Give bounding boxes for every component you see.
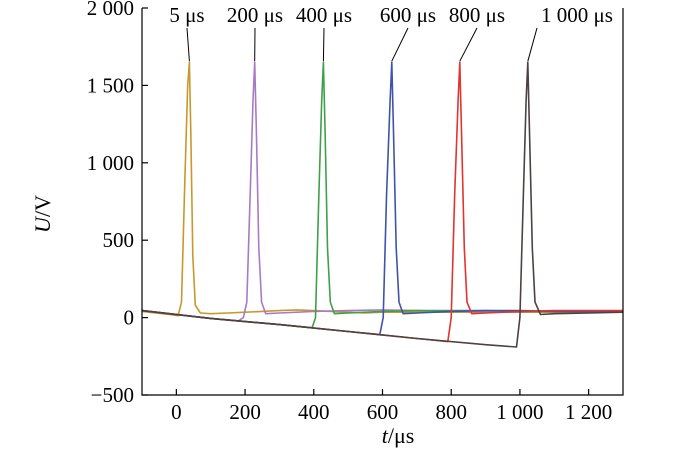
series-label-layer: 5 μs 200 μs 400 μs 600 μs 800 μs 1 000 μs bbox=[169, 3, 613, 62]
x-tick-label: 1 200 bbox=[565, 400, 612, 424]
y-tick-label: 2 000 bbox=[87, 0, 134, 20]
series-leader-line bbox=[391, 27, 409, 62]
y-tick-label: 1 000 bbox=[87, 151, 134, 175]
plot-frame bbox=[141, 8, 624, 396]
series-leader-line bbox=[459, 27, 478, 62]
series-label: 1 000 μs bbox=[541, 3, 613, 27]
x-axis-unit: /μs bbox=[388, 423, 414, 448]
series-line-5 bbox=[141, 61, 623, 343]
y-tick-label: 0 bbox=[124, 306, 135, 330]
axes-layer bbox=[141, 7, 624, 396]
y-axis-title: U/V bbox=[30, 195, 55, 233]
series-line-1 bbox=[141, 61, 623, 317]
y-tick-label: −500 bbox=[91, 383, 134, 407]
x-tick-label: 0 bbox=[171, 400, 182, 424]
series-label: 400 μs bbox=[296, 3, 352, 27]
series-label: 200 μs bbox=[227, 3, 283, 27]
series-label: 800 μs bbox=[449, 3, 505, 27]
x-tick-label: 1 000 bbox=[496, 400, 543, 424]
x-axis-variable: t bbox=[382, 423, 389, 448]
x-tick-label: 800 bbox=[435, 400, 467, 424]
series-leader-line bbox=[322, 27, 325, 62]
series-leader-line bbox=[527, 27, 538, 62]
y-tick-label: 500 bbox=[103, 228, 135, 252]
series-label: 5 μs bbox=[169, 3, 204, 27]
series-label: 600 μs bbox=[380, 3, 436, 27]
y-axis-unit: /V bbox=[30, 195, 55, 217]
series-line-2 bbox=[141, 61, 623, 322]
x-tick-label: 200 bbox=[229, 400, 261, 424]
y-axis-variable: U bbox=[30, 215, 55, 233]
x-tick-label: 400 bbox=[298, 400, 330, 424]
x-tick-label: 600 bbox=[367, 400, 399, 424]
series-line-6 bbox=[141, 61, 624, 348]
tick-label-layer: −500 0 500 1 000 1 500 2 000 0 200 400 600 800 1 00… bbox=[87, 0, 613, 424]
series-leader-line bbox=[186, 27, 190, 62]
x-axis-title: t/μs bbox=[382, 423, 415, 448]
series-line-3 bbox=[141, 61, 623, 329]
y-tick-label: 1 500 bbox=[87, 73, 134, 97]
series-layer bbox=[141, 61, 624, 348]
series-line-4 bbox=[141, 61, 623, 336]
